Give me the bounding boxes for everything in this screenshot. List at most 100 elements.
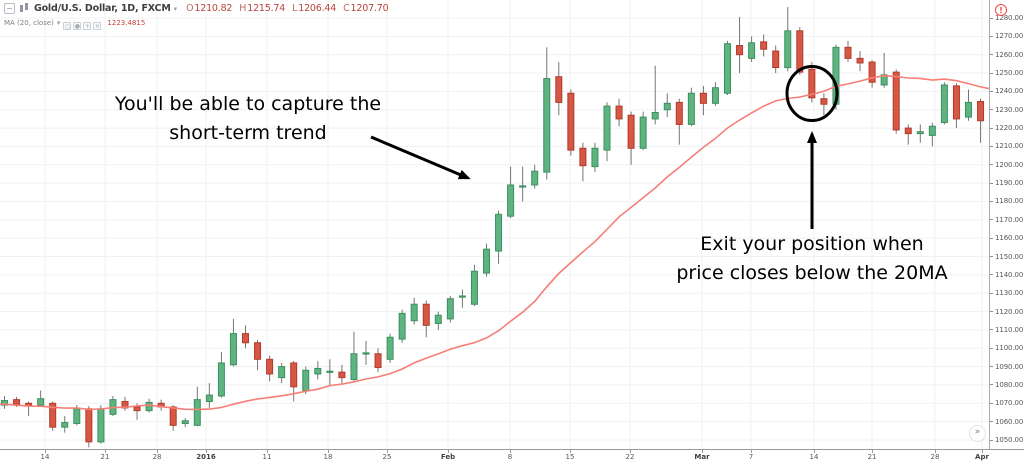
price-tick-label: 1140.00 <box>990 270 1023 279</box>
scroll-to-recent-button[interactable]: » <box>969 425 986 442</box>
symbol-dropdown-caret-icon[interactable]: ▾ <box>173 4 178 13</box>
price-tick-label: 1090.00 <box>990 362 1023 371</box>
candle-body <box>181 420 189 424</box>
time-axis[interactable]: 14 21 28 2016 11 18 25 Feb 8 15 22 Mar 7 14 21 28 Apr <box>0 449 1024 462</box>
candle-body <box>73 408 81 424</box>
candle-body <box>916 131 924 135</box>
remove-icon[interactable]: × <box>93 22 102 30</box>
candle-body <box>446 298 454 320</box>
candle-body <box>724 43 731 94</box>
candle-body <box>928 125 936 136</box>
time-tick-mark <box>387 450 388 453</box>
candle-body <box>555 76 563 103</box>
indicator-value: 1223.4815 <box>107 18 146 27</box>
candle-body <box>362 352 370 355</box>
time-tick-mark <box>570 450 571 453</box>
candle-body <box>434 314 442 324</box>
time-tick-label: 28 <box>152 453 162 461</box>
candle-body <box>844 46 852 59</box>
candle-body <box>410 303 418 322</box>
candle-body <box>627 114 635 149</box>
ohlc-readout: O1210.82 H1215.74 L1206.44 C1207.70 <box>186 3 395 14</box>
candle-body <box>278 366 286 379</box>
time-tick-label: 22 <box>625 453 635 461</box>
price-tick-label: 1210.00 <box>990 142 1023 151</box>
candle-body <box>507 184 515 217</box>
candle-body <box>470 270 478 305</box>
data-alert-icon[interactable]: ! <box>995 4 1007 16</box>
candle-body <box>579 147 587 167</box>
time-tick-mark <box>448 450 449 453</box>
time-tick-label: 2016 <box>196 453 216 461</box>
chart-canvas[interactable] <box>0 0 989 449</box>
low-value: 1206.44 <box>298 3 337 14</box>
indicator-name[interactable]: MA (20, close) <box>4 18 54 27</box>
price-tick-label: 1230.00 <box>990 105 1023 114</box>
symbol-legend-row: − Gold/U.S. Dollar, 1D, FXCM ▾ O1210.82 … <box>4 2 395 15</box>
price-tick-label: 1270.00 <box>990 32 1023 41</box>
candle-body <box>687 92 695 125</box>
candle-body <box>868 61 876 83</box>
capture-annotation-line2: short-term trend <box>169 122 327 144</box>
price-axis[interactable]: 1280.00 1270.00 1260.00 1250.00 1240.00 1230.… <box>989 0 1024 449</box>
candle-body <box>736 45 744 56</box>
candle-body <box>603 105 611 151</box>
capture-annotation-line1: You'll be able to capture the <box>114 93 382 115</box>
add-icon[interactable]: + <box>83 22 92 30</box>
candle-body <box>217 362 225 397</box>
candle-body <box>892 71 900 131</box>
candle-body <box>290 362 298 388</box>
legend-collapse-icon[interactable]: − <box>4 3 15 14</box>
candle-body <box>61 422 69 428</box>
indicator-buttons: ○ ● + × <box>63 13 103 32</box>
candle-body <box>13 399 21 405</box>
candle-body <box>398 312 406 340</box>
candle-body <box>856 57 864 64</box>
candle-body <box>314 367 322 375</box>
candle-body <box>85 408 93 443</box>
candle-body <box>639 116 647 149</box>
symbol-title[interactable]: Gold/U.S. Dollar, 1D, FXCM <box>34 3 171 14</box>
chart-legend: − Gold/U.S. Dollar, 1D, FXCM ▾ O1210.82 … <box>4 2 395 30</box>
candle-body <box>748 42 756 59</box>
time-tick-label: 14 <box>40 453 50 461</box>
candle-body <box>699 92 707 104</box>
time-tick-label: 18 <box>323 453 333 461</box>
price-tick-label: 1050.00 <box>990 436 1023 445</box>
settings-icon[interactable]: ● <box>73 22 82 30</box>
close-value: 1207.70 <box>350 3 389 14</box>
candle-body <box>519 185 527 188</box>
price-tick-label: 1250.00 <box>990 69 1023 78</box>
candle-body <box>784 30 792 69</box>
indicator-legend-row: MA (20, close) ▾ ○ ● + × 1223.4815 <box>4 17 395 30</box>
candle-body <box>97 408 105 443</box>
time-tick-mark <box>105 450 106 453</box>
price-tick-label: 1100.00 <box>990 344 1023 353</box>
candle-body <box>591 147 599 168</box>
candle-body <box>615 105 623 120</box>
time-tick-label: 8 <box>507 453 513 461</box>
time-tick-label: 11 <box>262 453 272 461</box>
price-tick-label: 1110.00 <box>990 325 1023 334</box>
indicator-dropdown-caret-icon[interactable]: ▾ <box>56 18 61 27</box>
open-value: 1210.82 <box>194 3 233 14</box>
time-tick-label: 15 <box>565 453 575 461</box>
time-tick-label: Apr <box>975 453 989 461</box>
candle-body <box>205 394 213 402</box>
candle-body <box>458 295 466 298</box>
time-tick-mark <box>814 450 815 453</box>
chart-style-icon[interactable] <box>18 3 30 14</box>
candle-body <box>37 398 45 406</box>
candle-body <box>133 406 141 412</box>
candle-body <box>543 78 551 173</box>
candle-body <box>169 406 177 426</box>
visibility-icon[interactable]: ○ <box>63 22 72 30</box>
price-tick-label: 1130.00 <box>990 289 1023 298</box>
time-tick-mark <box>206 450 207 453</box>
candle-body <box>880 74 888 86</box>
candle-body <box>663 102 671 111</box>
price-tick-label: 1170.00 <box>990 215 1023 224</box>
time-tick-mark <box>630 450 631 453</box>
price-tick-label: 1160.00 <box>990 234 1023 243</box>
